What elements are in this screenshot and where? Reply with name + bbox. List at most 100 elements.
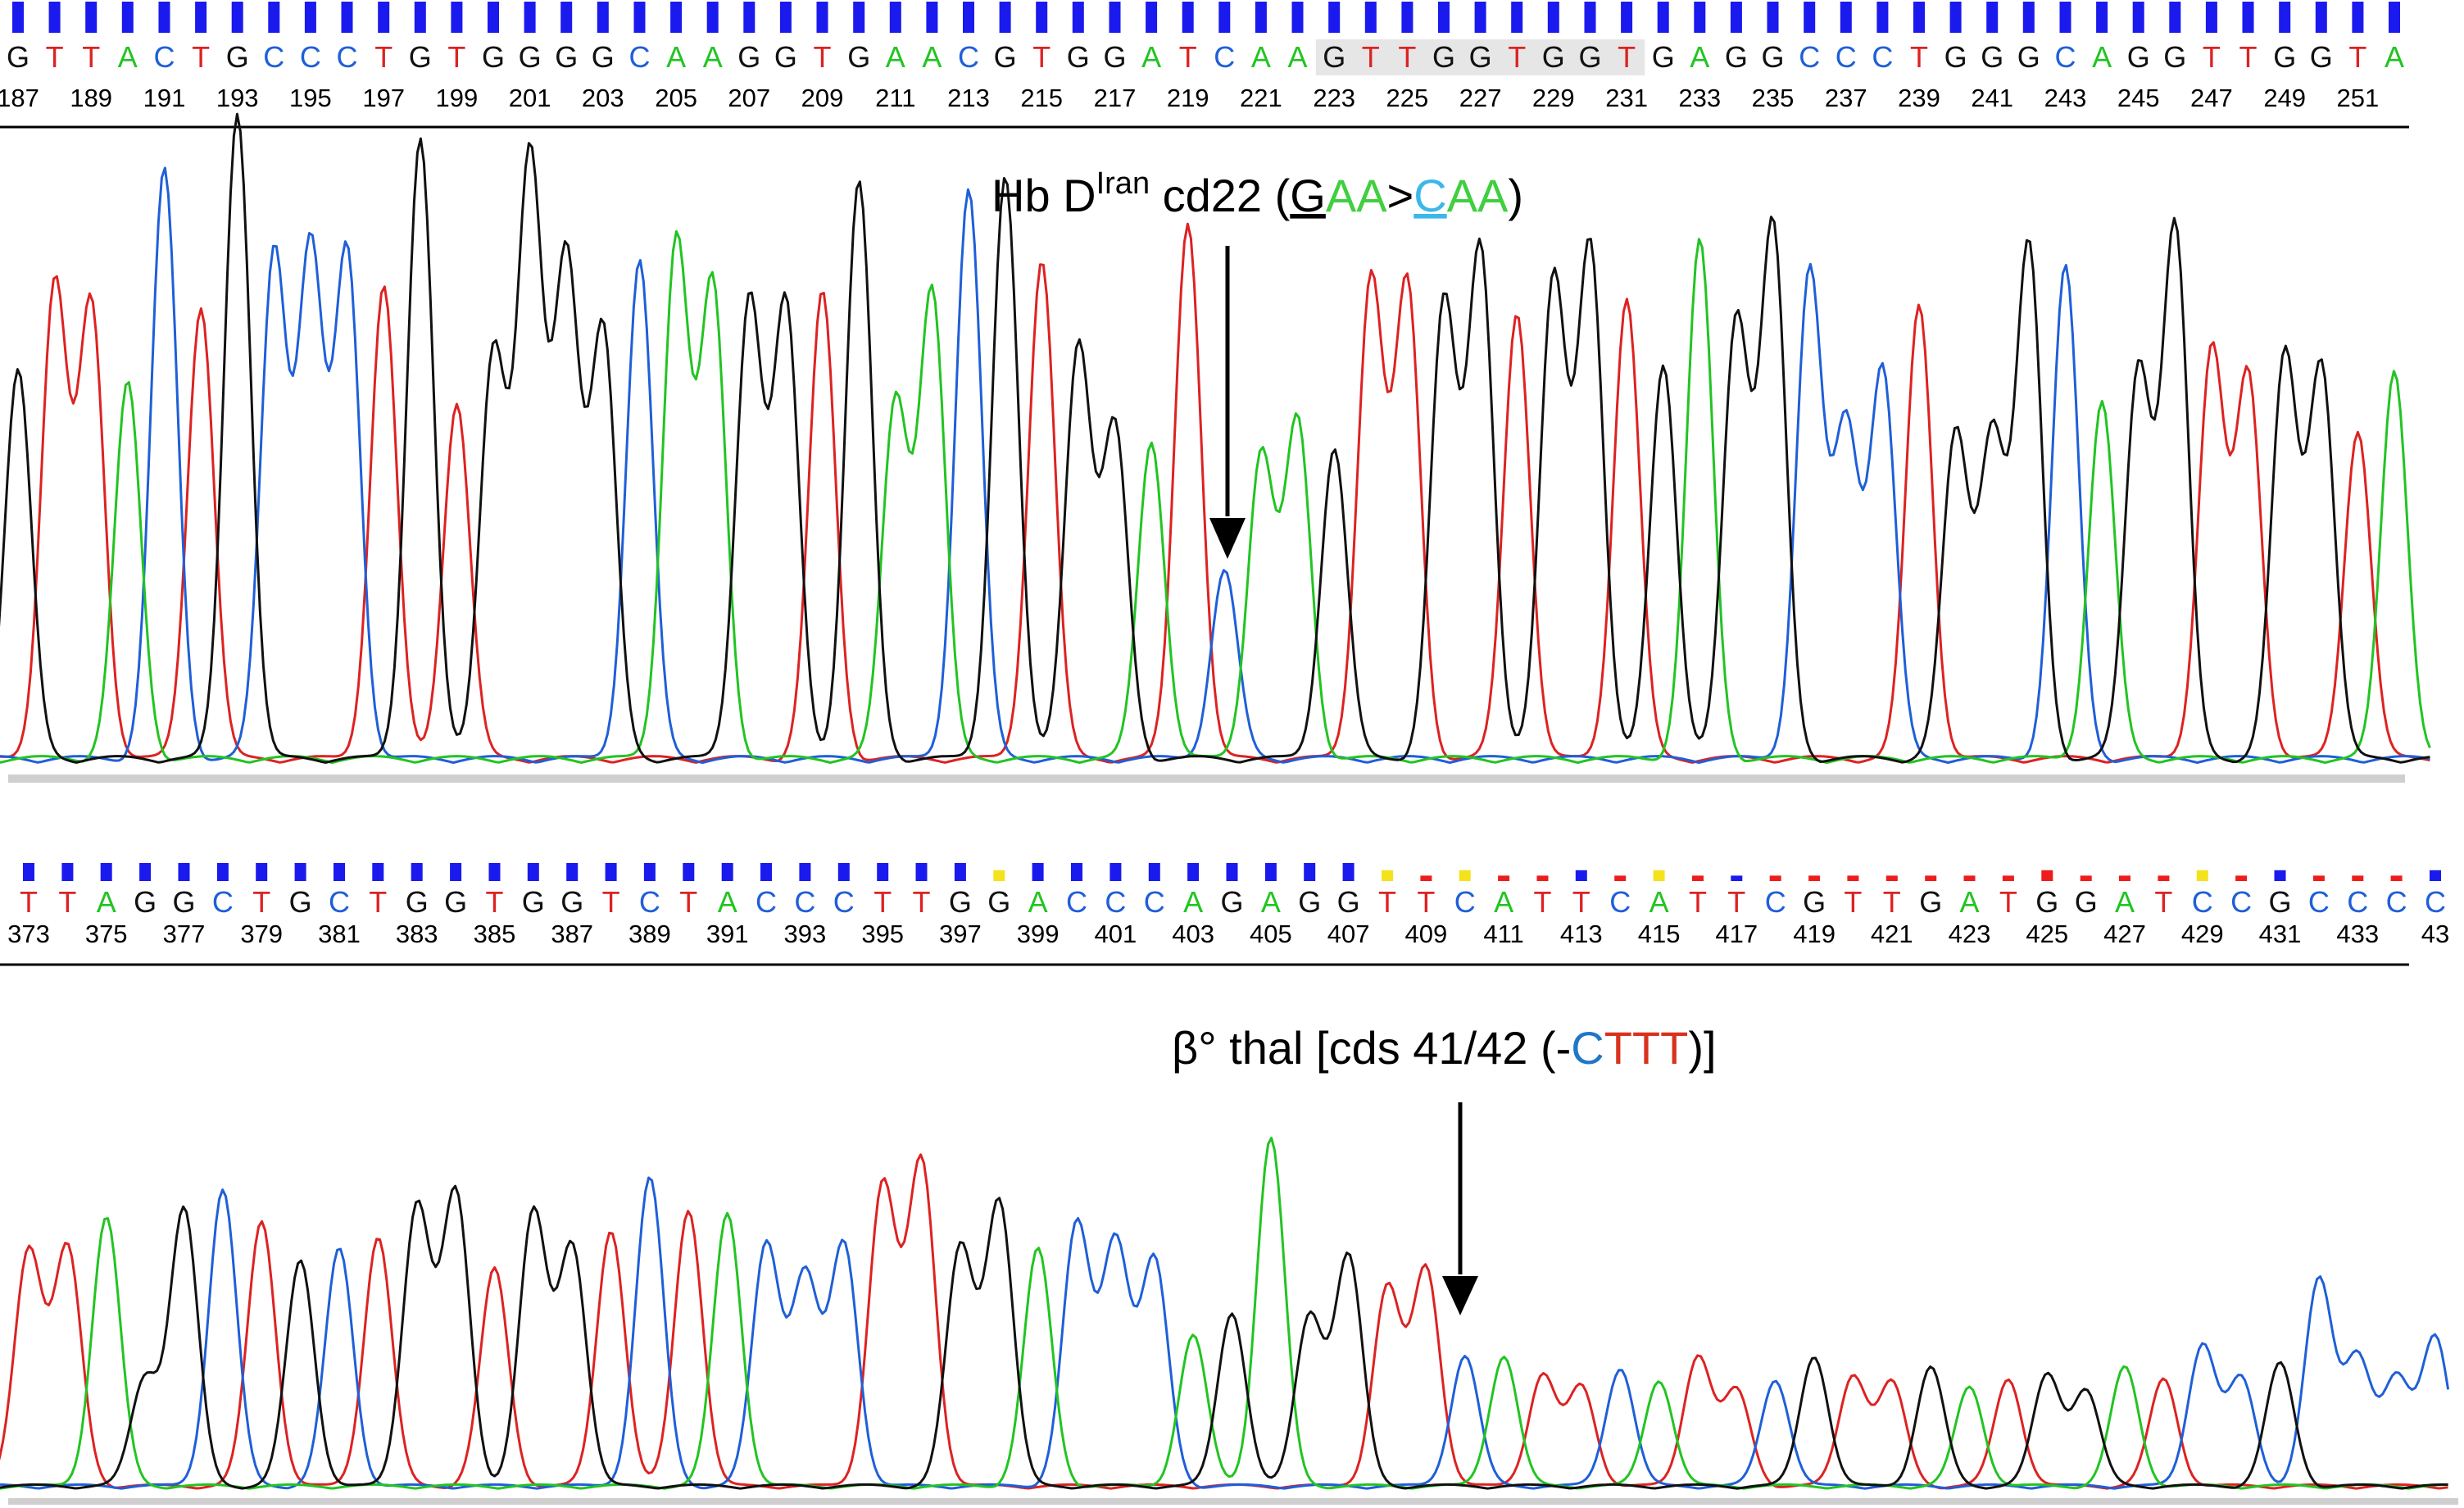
tick-label: 205 — [655, 84, 697, 112]
base-call: C — [1066, 885, 1087, 919]
quality-bar — [378, 2, 390, 33]
base-call: G — [1432, 40, 1455, 74]
base-call: G — [7, 40, 29, 74]
tick-label: 247 — [2190, 84, 2233, 112]
quality-bar — [2119, 875, 2130, 881]
quality-bar — [1109, 2, 1121, 33]
quality-bar — [1342, 863, 1355, 881]
quality-bar — [566, 863, 579, 881]
quality-bar — [816, 2, 828, 33]
quality-bar — [1925, 875, 1937, 881]
trace-c — [0, 1176, 2450, 1490]
base-call: G — [1578, 40, 1601, 74]
quality-bar — [2390, 875, 2403, 881]
position-ticks: 373 375 377 379 381 383 385 387 389 391 393 395 397 3… — [7, 920, 2449, 948]
base-call: C — [639, 885, 660, 919]
quality-bar — [527, 863, 539, 881]
tick-label: 377 — [163, 920, 206, 948]
tick-label: 433 — [2336, 920, 2379, 948]
quality-bar — [2002, 875, 2014, 881]
base-call: A — [1251, 40, 1271, 74]
base-call: G — [847, 40, 870, 74]
tick-label: 405 — [1250, 920, 1292, 948]
base-call: A — [1959, 885, 1979, 919]
quality-bar — [799, 863, 811, 881]
tick-label: 379 — [240, 920, 283, 948]
quality-bar — [450, 863, 462, 881]
base-call: C — [1836, 40, 1857, 74]
annotation-beta-thal: β° thal [cds 41/42 (-CTTT)] — [1172, 1022, 1717, 1315]
base-call: A — [1183, 885, 1203, 919]
quality-bar — [1840, 2, 1852, 33]
tick-label: 375 — [85, 920, 128, 948]
base-call: C — [2347, 885, 2368, 919]
base-call: G — [1761, 40, 1784, 74]
quality-bar — [2096, 2, 2108, 33]
tick-label: 209 — [801, 84, 844, 112]
base-call: A — [97, 885, 116, 919]
quality-bar — [743, 2, 756, 33]
base-call: G — [2310, 40, 2333, 74]
deleted-c: C — [1571, 1022, 1604, 1074]
tick-label: 227 — [1459, 84, 1502, 112]
quality-bar — [1653, 870, 1665, 881]
base-call: G — [289, 885, 312, 919]
tick-label: 395 — [861, 920, 904, 948]
tick-label: 215 — [1020, 84, 1063, 112]
quality-bar — [231, 2, 243, 33]
base-call: T — [82, 40, 100, 74]
quality-bar — [1182, 2, 1194, 33]
base-call: T — [1618, 40, 1636, 74]
base-call: C — [1214, 40, 1235, 74]
base-call: G — [987, 885, 1010, 919]
base-call: C — [263, 40, 284, 74]
quality-bar — [488, 863, 501, 881]
tick-label: 399 — [1017, 920, 1060, 948]
base-call: A — [1690, 40, 1709, 74]
base-call: T — [2154, 885, 2172, 919]
base-call: T — [1378, 885, 1396, 919]
quality-bar — [1036, 2, 1048, 33]
quality-bar — [1264, 863, 1277, 881]
base-call: G — [226, 40, 249, 74]
base-call: G — [1944, 40, 1967, 74]
base-call: G — [1337, 885, 1360, 919]
base-call: T — [1417, 885, 1435, 919]
quality-bar — [23, 863, 34, 881]
base-call: G — [522, 885, 545, 919]
base-call: A — [2115, 885, 2135, 919]
tick-label: 223 — [1313, 84, 1355, 112]
base-call: G — [774, 40, 797, 74]
tick-label: 201 — [509, 84, 551, 112]
base-call: T — [2203, 40, 2221, 74]
quality-bar — [488, 2, 499, 33]
base-call: C — [1799, 40, 1820, 74]
quality-bar — [195, 2, 207, 33]
base-call: T — [374, 40, 393, 74]
base-call: C — [958, 40, 979, 74]
trace-c — [0, 166, 2430, 764]
quality-bar — [1614, 875, 1627, 881]
quality-bar — [100, 863, 112, 881]
tick-label: 191 — [143, 84, 186, 112]
base-call: A — [2385, 40, 2404, 74]
tick-label: 199 — [436, 84, 479, 112]
tick-label: 415 — [1638, 920, 1681, 948]
tick-label: 243 — [2044, 84, 2087, 112]
quality-bar — [158, 2, 170, 33]
quality-bar — [48, 2, 61, 33]
quality-bar — [2352, 875, 2364, 881]
tick-label: 235 — [1752, 84, 1795, 112]
trace-t — [0, 222, 2430, 764]
base-call: C — [2055, 40, 2076, 74]
base-call: T — [874, 885, 892, 919]
base-call: G — [1298, 885, 1321, 919]
quality-bar — [1032, 863, 1044, 881]
base-call: T — [2348, 40, 2366, 74]
tick-label: 233 — [1678, 84, 1721, 112]
base-call: G — [592, 40, 615, 74]
quality-bar — [1547, 2, 1559, 33]
quality-bar — [1804, 2, 1816, 33]
